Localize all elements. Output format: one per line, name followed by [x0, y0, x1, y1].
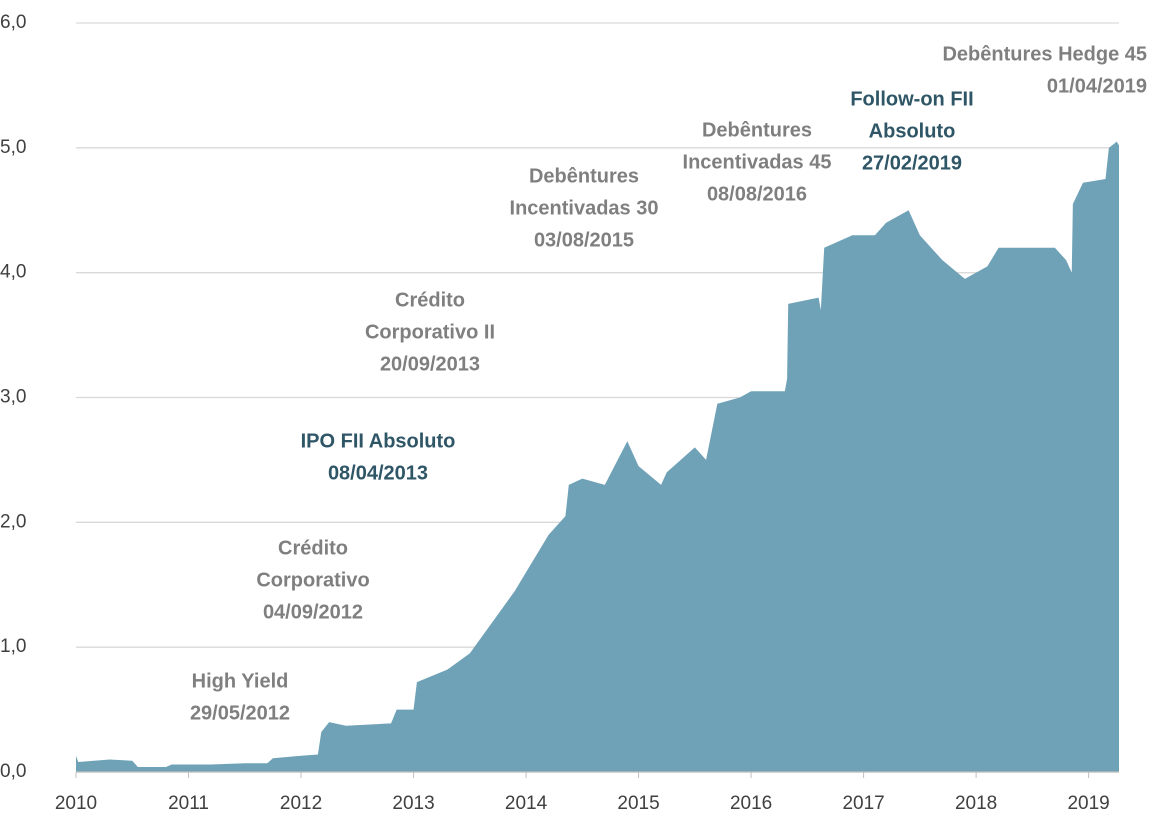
annotation: Follow-on FII	[850, 88, 973, 110]
annotation: 04/09/2012	[263, 601, 363, 623]
annotation: Corporativo	[256, 569, 369, 591]
x-tick-label: 2016	[730, 793, 772, 814]
annotation: 08/08/2016	[707, 183, 807, 205]
y-tick-label: 3,0	[0, 387, 26, 408]
annotation: 08/04/2013	[328, 462, 428, 484]
annotation: Absoluto	[869, 120, 956, 142]
annotation: 20/09/2013	[380, 353, 480, 375]
annotation: Debêntures	[702, 119, 812, 141]
annotation: Crédito	[395, 289, 465, 311]
annotation: Incentivadas 45	[683, 151, 832, 173]
x-tick-label: 2013	[392, 793, 434, 814]
y-tick-label: 4,0	[0, 262, 26, 283]
y-tick-label: 6,0	[0, 12, 26, 33]
area	[76, 141, 1119, 772]
annotation: IPO FII Absoluto	[301, 430, 456, 452]
annotation: Debêntures Hedge 45	[942, 43, 1147, 65]
x-tick-label: 2018	[955, 793, 997, 814]
x-tick-label: 2014	[505, 793, 548, 814]
x-tick-label: 2019	[1067, 793, 1109, 814]
y-tick-label: 1,0	[0, 636, 26, 657]
annotation: Incentivadas 30	[510, 197, 659, 219]
annotation: High Yield	[192, 670, 289, 692]
annotation: 03/08/2015	[534, 229, 634, 251]
y-tick-label: 0,0	[0, 761, 26, 782]
x-tick-label: 2010	[55, 793, 97, 814]
annotation: 27/02/2019	[862, 152, 962, 174]
annotation: 29/05/2012	[190, 702, 290, 724]
annotation: Corporativo II	[365, 321, 495, 343]
x-tick-label: 2017	[842, 793, 884, 814]
y-tick-label: 2,0	[0, 511, 26, 532]
annotation: 01/04/2019	[1047, 75, 1147, 97]
x-tick-label: 2011	[168, 793, 209, 814]
y-tick-label: 5,0	[0, 137, 26, 158]
x-tick-label: 2015	[617, 793, 659, 814]
annotation: Debêntures	[529, 165, 639, 187]
x-tick-label: 2012	[280, 793, 322, 814]
annotation: Crédito	[278, 537, 348, 559]
